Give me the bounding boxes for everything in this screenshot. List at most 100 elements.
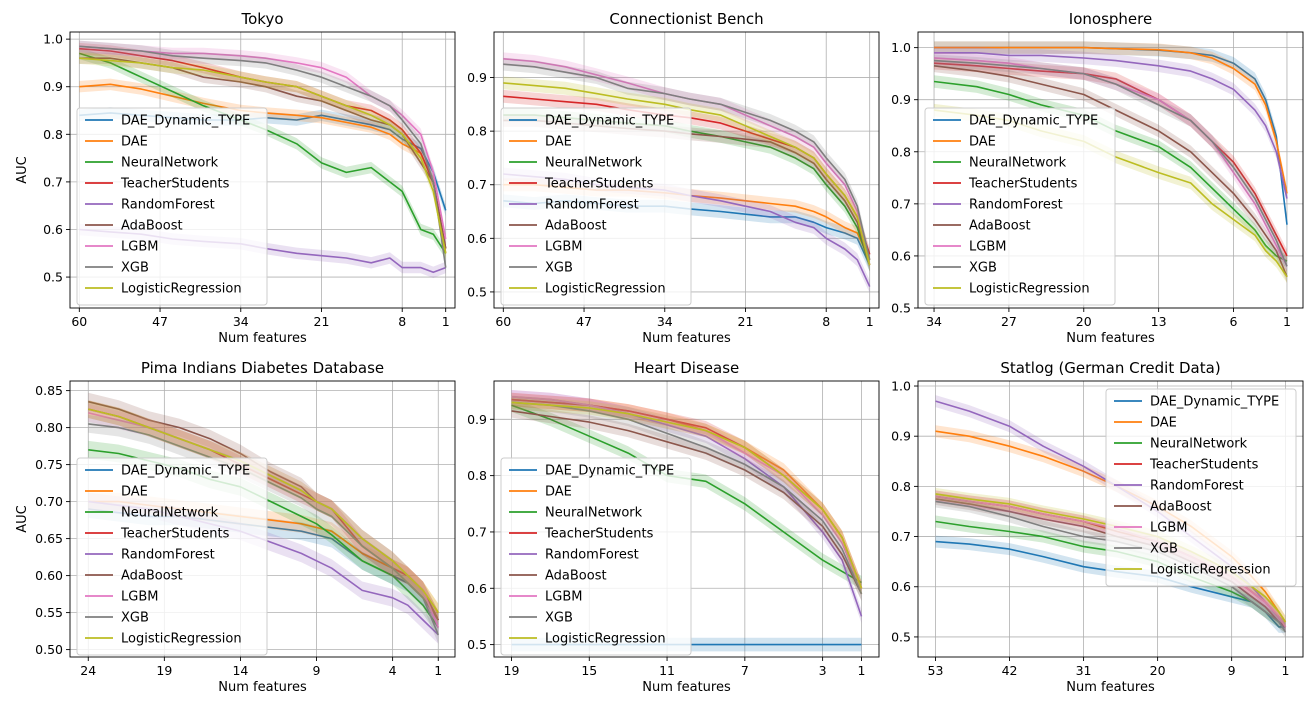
chart-title: Tokyo [241,10,284,28]
series-line-xgb [88,423,440,636]
y-tick-label: 0.5 [467,637,487,652]
series-line-lgbm [503,58,871,266]
legend-label-dae-dynamic-type: DAE_Dynamic_TYPE [121,464,250,479]
chart-title: Connectionist Bench [609,10,763,28]
band-adaboost [88,392,439,629]
legend: DAE_Dynamic_TYPE DAE NeuralNetwork TeacherS… [76,107,268,306]
legend-label-randomforest: RandomForest [545,198,639,213]
x-axis-label: Num features [1066,331,1155,346]
x-tick-label: 19 [504,663,520,678]
legend: DAE_Dynamic_TYPE DAE NeuralNetwork TeacherS… [1105,388,1297,587]
band-teacherstudents [79,42,446,255]
legend-label-teacherstudents: TeacherStudents [544,177,654,192]
x-tick-label: 1 [858,663,866,678]
y-tick-label: 0.5 [891,301,911,316]
y-tick-label: 0.8 [43,127,63,142]
panel-tokyo: 60 47 34 21 8 1 0.5 0.6 0.7 0.8 0.9 1.0 Tokyo Num fea… [15,10,456,346]
legend-label-lgbm: LGBM [545,590,582,605]
band-lgbm [511,390,862,595]
chart-title: Heart Disease [634,359,740,377]
x-tick-label: 27 [1001,314,1017,329]
x-tick-label: 6 [1230,314,1238,329]
x-axis-label: Num features [642,680,731,695]
legend-box [76,457,268,656]
series-line-neuralnetwork [933,80,1288,262]
x-tick-label: 8 [398,314,406,329]
y-tick-label: 1.0 [43,32,63,47]
legend-label-randomforest: RandomForest [545,548,639,563]
series-line-logisticregression [88,408,439,614]
legend-label-neuralnetwork: NeuralNetwork [545,506,643,521]
legend-label-dae: DAE [969,135,996,150]
y-tick-label: 0.80 [35,420,63,435]
y-tick-label: 0.7 [891,529,911,544]
series-line-xgb [503,63,871,260]
x-tick-label: 1 [434,663,442,678]
legend-label-xgb: XGB [545,261,573,276]
legend-label-dae: DAE [545,135,572,150]
y-tick-label: 0.8 [467,124,487,139]
y-tick-label: 0.8 [891,144,911,159]
y-tick-label: 0.6 [467,581,487,596]
band-lgbm [88,403,439,637]
x-tick-label: 8 [822,314,830,329]
x-tick-label: 1 [442,314,450,329]
band-neuralnetwork [503,108,870,272]
legend-label-teacherstudents: TeacherStudents [120,177,230,192]
series-line-adaboost [511,410,863,595]
y-tick-label: 0.65 [35,531,63,546]
x-tick-label: 34 [926,314,942,329]
series-line-logisticregression [79,57,447,254]
series-line-neuralnetwork [511,404,862,584]
legend-label-neuralnetwork: NeuralNetwork [1150,437,1248,452]
x-tick-label: 19 [156,663,172,678]
panel-statlog-german-credit-data: 53 42 31 20 9 1 0.5 0.6 0.7 0.8 0.9 1.0 Statlog (Ger… [891,359,1304,695]
axes-frame [69,380,456,658]
band-logisticregression [79,52,446,259]
x-tick-label: 34 [657,314,673,329]
x-tick-label: 4 [389,663,397,678]
legend: DAE_Dynamic_TYPE DAE NeuralNetwork TeacherS… [924,107,1116,306]
x-tick-label: 11 [659,663,675,678]
legend-label-logisticregression: LogisticRegression [545,632,666,647]
band-dae [503,178,870,267]
band-adaboost [934,59,1287,283]
legend-label-neuralnetwork: NeuralNetwork [969,156,1067,171]
x-tick-label: 31 [1076,663,1092,678]
legend: DAE_Dynamic_TYPE DAE NeuralNetwork TeacherS… [500,107,692,306]
x-axis-label: Num features [218,680,307,695]
legend-label-dae: DAE [545,485,572,500]
panel-connectionist-bench: 60 47 34 21 8 1 0.5 0.6 0.7 0.8 0.9 Connectionist B… [467,10,880,346]
legend-label-lgbm: LGBM [121,240,158,255]
band-neuralnetwork [79,47,446,260]
axes-frame [917,31,1304,309]
x-tick-label: 1 [1283,314,1291,329]
x-tick-label: 1 [1282,663,1290,678]
x-tick-label: 13 [1151,314,1167,329]
y-tick-label: 0.55 [35,605,63,620]
axes-frame [69,31,456,309]
x-tick-label: 21 [738,314,754,329]
axes-frame [493,380,880,658]
legend-label-dae-dynamic-type: DAE_Dynamic_TYPE [121,114,250,129]
legend-label-logisticregression: LogisticRegression [969,282,1090,297]
band-randomforest [511,390,862,624]
x-tick-label: 24 [80,663,96,678]
legend-label-dae-dynamic-type: DAE_Dynamic_TYPE [545,114,674,129]
legend-label-teacherstudents: TeacherStudents [544,527,654,542]
x-tick-label: 60 [71,314,87,329]
x-tick-label: 53 [928,663,944,678]
x-axis-label: Num features [218,331,307,346]
plot-area [933,41,1288,284]
x-tick-label: 3 [819,663,827,678]
legend-label-xgb: XGB [121,261,149,276]
plot-area [511,390,863,652]
axes-frame [917,380,1304,658]
x-tick-label: 42 [1002,663,1018,678]
y-tick-label: 0.9 [891,92,911,107]
legend-label-lgbm: LGBM [1150,521,1187,536]
chart-title: Statlog (German Credit Data) [1000,359,1220,377]
legend-box [924,107,1116,306]
legend-label-dae: DAE [1150,416,1177,431]
legend-label-adaboost: AdaBoost [121,219,183,234]
